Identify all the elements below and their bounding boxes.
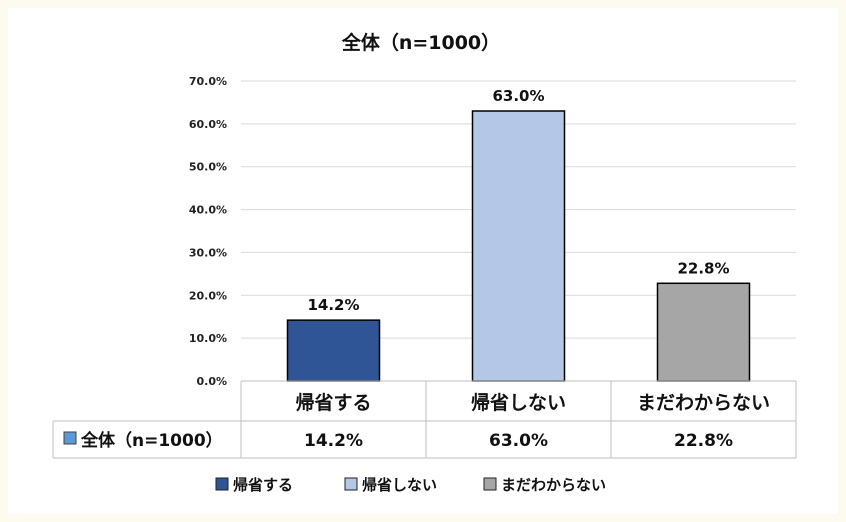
bar <box>471 110 566 382</box>
y-tick-label: 30.0% <box>189 246 227 259</box>
legend-swatch <box>344 477 358 491</box>
y-tick-label: 0.0% <box>196 375 227 388</box>
table-cell-value: 63.0% <box>489 431 548 451</box>
bar <box>286 319 381 382</box>
chart-panel: 全体（n=1000） 0.0% 10.0% 20.0% 30.0% 40.0% 50.0%… <box>8 8 838 514</box>
table-row-label: 全体（n=1000） <box>80 430 223 451</box>
category-label: まだわからない <box>637 392 770 414</box>
legend-item: まだわからない <box>501 476 606 494</box>
legend-swatch <box>215 477 229 491</box>
category-label: 帰省する <box>295 392 371 414</box>
y-tick-label: 60.0% <box>189 118 227 131</box>
chart-title: 全体（n=1000） <box>341 31 500 54</box>
y-tick-label: 40.0% <box>189 204 227 217</box>
y-tick-label: 20.0% <box>189 289 227 302</box>
y-tick-label: 70.0% <box>189 75 227 88</box>
data-label: 63.0% <box>492 87 544 105</box>
legend-swatch <box>483 477 497 491</box>
series-key-swatch <box>63 431 77 445</box>
y-tick-label: 10.0% <box>189 332 227 345</box>
data-label: 14.2% <box>307 296 359 314</box>
y-tick-label: 50.0% <box>189 161 227 174</box>
legend-item: 帰省する <box>233 476 293 494</box>
table-cell-value: 14.2% <box>304 431 363 451</box>
category-label: 帰省しない <box>471 392 566 414</box>
bar <box>656 282 751 382</box>
legend-item: 帰省しない <box>362 476 437 494</box>
table-cell-value: 22.8% <box>674 431 733 451</box>
data-label: 22.8% <box>677 259 729 277</box>
bar-chart: 全体（n=1000） 0.0% 10.0% 20.0% 30.0% 40.0% 50.0%… <box>52 31 797 494</box>
